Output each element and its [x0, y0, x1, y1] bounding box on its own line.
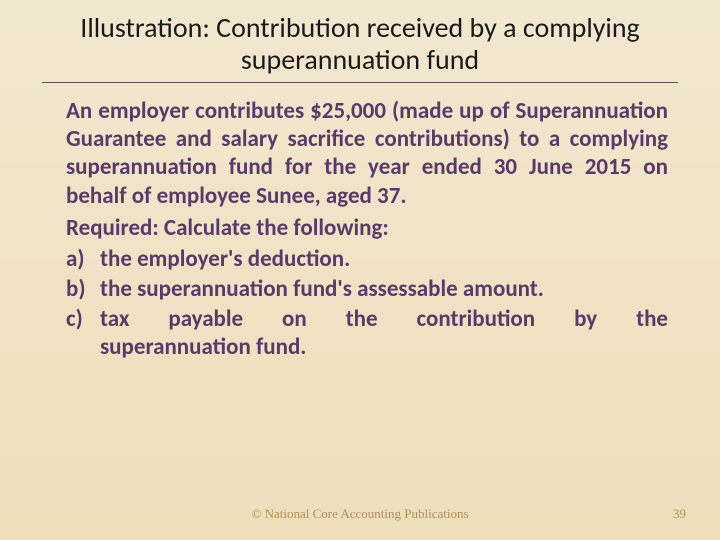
- question-list: a) the employer's deduction. b) the supe…: [66, 245, 668, 361]
- list-item: a) the employer's deduction.: [66, 245, 668, 273]
- list-marker-b: b): [66, 275, 100, 303]
- list-text-c-line1: tax payable on the contribution by the: [100, 305, 668, 333]
- title-rule: [42, 82, 678, 83]
- list-text-c-line2: superannuation fund.: [100, 333, 668, 361]
- list-item: b) the superannuation fund's assessable …: [66, 275, 668, 303]
- slide: Illustration: Contribution received by a…: [0, 0, 720, 540]
- paragraph-scenario: An employer contributes $25,000 (made up…: [66, 97, 668, 209]
- list-marker-c: c): [66, 305, 100, 361]
- required-label: Required: Calculate the following:: [66, 214, 668, 242]
- list-text-a: the employer's deduction.: [100, 245, 668, 273]
- body-content: An employer contributes $25,000 (made up…: [30, 97, 690, 360]
- list-text-c: tax payable on the contribution by the s…: [100, 305, 668, 361]
- slide-title: Illustration: Contribution received by a…: [30, 12, 690, 76]
- page-number: 39: [673, 506, 686, 522]
- list-item: c) tax payable on the contribution by th…: [66, 305, 668, 361]
- list-marker-a: a): [66, 245, 100, 273]
- list-text-b: the superannuation fund's assessable amo…: [100, 275, 668, 303]
- footer-copyright: © National Core Accounting Publications: [0, 506, 720, 522]
